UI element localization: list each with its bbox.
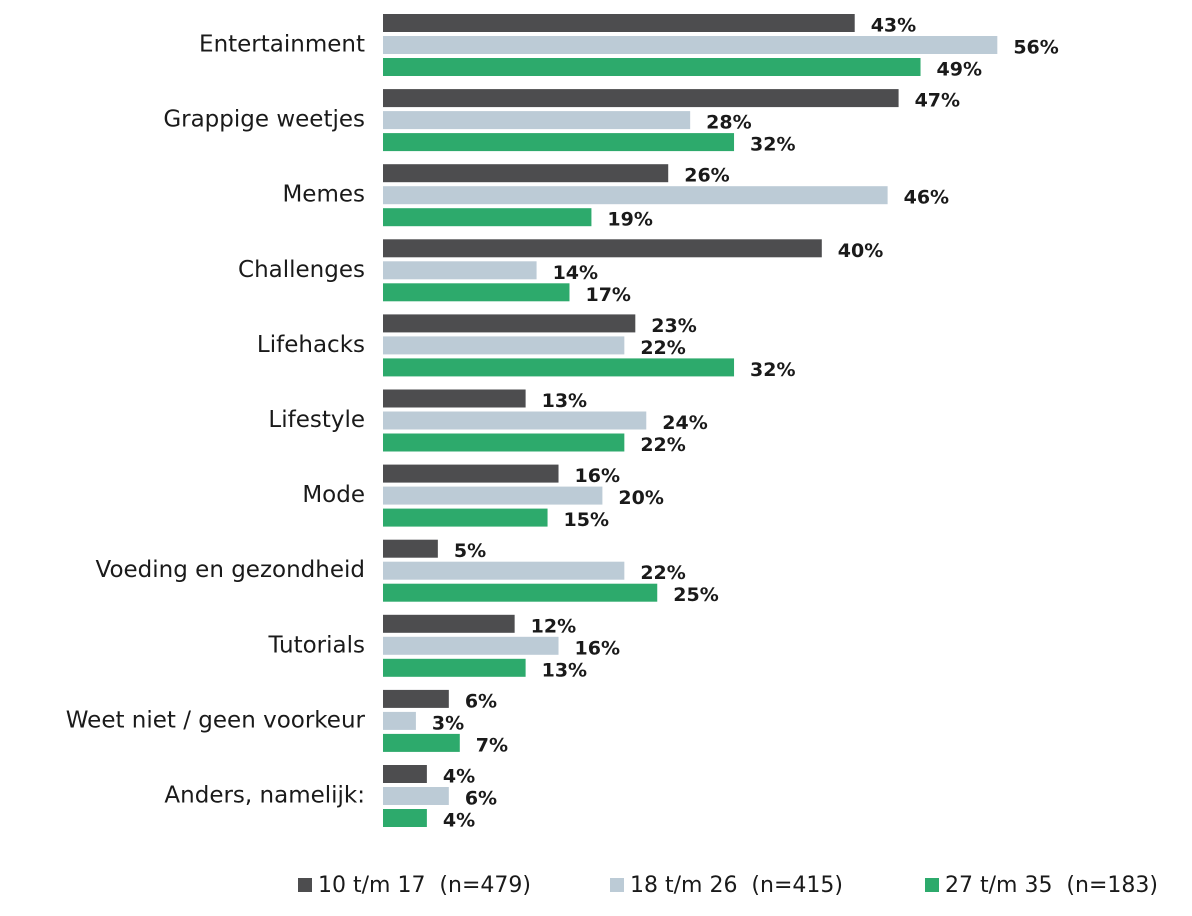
bar <box>383 389 526 408</box>
value-label: 22% <box>640 434 685 456</box>
category-label: Grappige weetjes <box>163 107 365 133</box>
legend-label: 10 t/m 17 (n=479) <box>318 873 531 898</box>
bar <box>383 111 691 130</box>
value-label: 47% <box>915 90 960 112</box>
value-label: 13% <box>542 390 587 412</box>
bar <box>383 689 449 708</box>
bar <box>383 36 998 54</box>
bar <box>383 486 603 505</box>
legend-label: 18 t/m 26 (n=415) <box>630 873 843 898</box>
bar <box>383 89 899 108</box>
value-label: 12% <box>531 615 576 637</box>
value-label: 13% <box>542 659 587 681</box>
bar <box>383 561 625 580</box>
bar <box>383 765 427 783</box>
value-label: 16% <box>575 465 620 487</box>
bar <box>383 261 537 280</box>
bar <box>383 711 416 730</box>
value-label: 3% <box>432 712 464 734</box>
category-label: Challenges <box>238 257 365 283</box>
value-label: 4% <box>443 810 475 832</box>
value-label: 17% <box>585 284 630 306</box>
bar <box>383 433 625 452</box>
legend-label: 27 t/m 35 (n=183) <box>945 873 1158 898</box>
bar <box>383 336 625 355</box>
category-label: Lifestyle <box>268 407 365 433</box>
value-label: 6% <box>465 788 497 810</box>
category-label: Mode <box>302 482 365 508</box>
bar <box>383 58 921 76</box>
value-label: 26% <box>684 165 729 187</box>
category-label: Voeding en gezondheid <box>96 557 365 583</box>
value-label: 4% <box>443 766 475 788</box>
value-label: 46% <box>904 187 949 209</box>
value-label: 22% <box>640 337 685 359</box>
value-label: 14% <box>553 262 598 284</box>
value-label: 16% <box>575 637 620 659</box>
bar <box>383 809 427 827</box>
bar <box>383 787 449 805</box>
bar <box>383 186 888 205</box>
value-label: 56% <box>1013 37 1058 59</box>
category-label: Memes <box>282 182 365 208</box>
category-label: Lifehacks <box>257 332 365 358</box>
value-label: 5% <box>454 540 486 562</box>
legend-swatch <box>610 878 624 892</box>
bar <box>383 133 735 152</box>
legend-swatch <box>298 878 312 892</box>
value-label: 32% <box>750 134 795 156</box>
value-label: 15% <box>564 509 609 531</box>
value-label: 43% <box>871 15 916 37</box>
bar <box>383 14 855 32</box>
bar <box>383 358 735 377</box>
category-label: Anders, namelijk: <box>164 783 365 809</box>
bar <box>383 636 559 655</box>
category-label: Entertainment <box>199 32 365 58</box>
bar <box>383 508 548 527</box>
value-label: 24% <box>662 412 707 434</box>
bar <box>383 411 647 430</box>
bar <box>383 239 822 258</box>
bar <box>383 733 460 752</box>
bar <box>383 464 559 483</box>
legend-swatch <box>925 878 939 892</box>
bar <box>383 539 438 558</box>
value-label: 7% <box>476 734 508 756</box>
value-label: 20% <box>618 487 663 509</box>
bar <box>383 583 658 602</box>
bar <box>383 614 515 633</box>
bar <box>383 164 669 183</box>
category-label: Weet niet / geen voorkeur <box>66 707 366 733</box>
value-label: 40% <box>838 240 883 262</box>
value-label: 22% <box>640 562 685 584</box>
value-label: 32% <box>750 359 795 381</box>
value-label: 23% <box>651 315 696 337</box>
bar <box>383 314 636 333</box>
value-label: 25% <box>673 584 718 606</box>
value-label: 28% <box>706 112 751 134</box>
bar <box>383 283 570 302</box>
value-label: 6% <box>465 690 497 712</box>
value-label: 19% <box>607 209 652 231</box>
bar <box>383 208 592 227</box>
bar <box>383 658 526 677</box>
category-label: Tutorials <box>267 632 365 658</box>
value-label: 49% <box>937 59 982 81</box>
